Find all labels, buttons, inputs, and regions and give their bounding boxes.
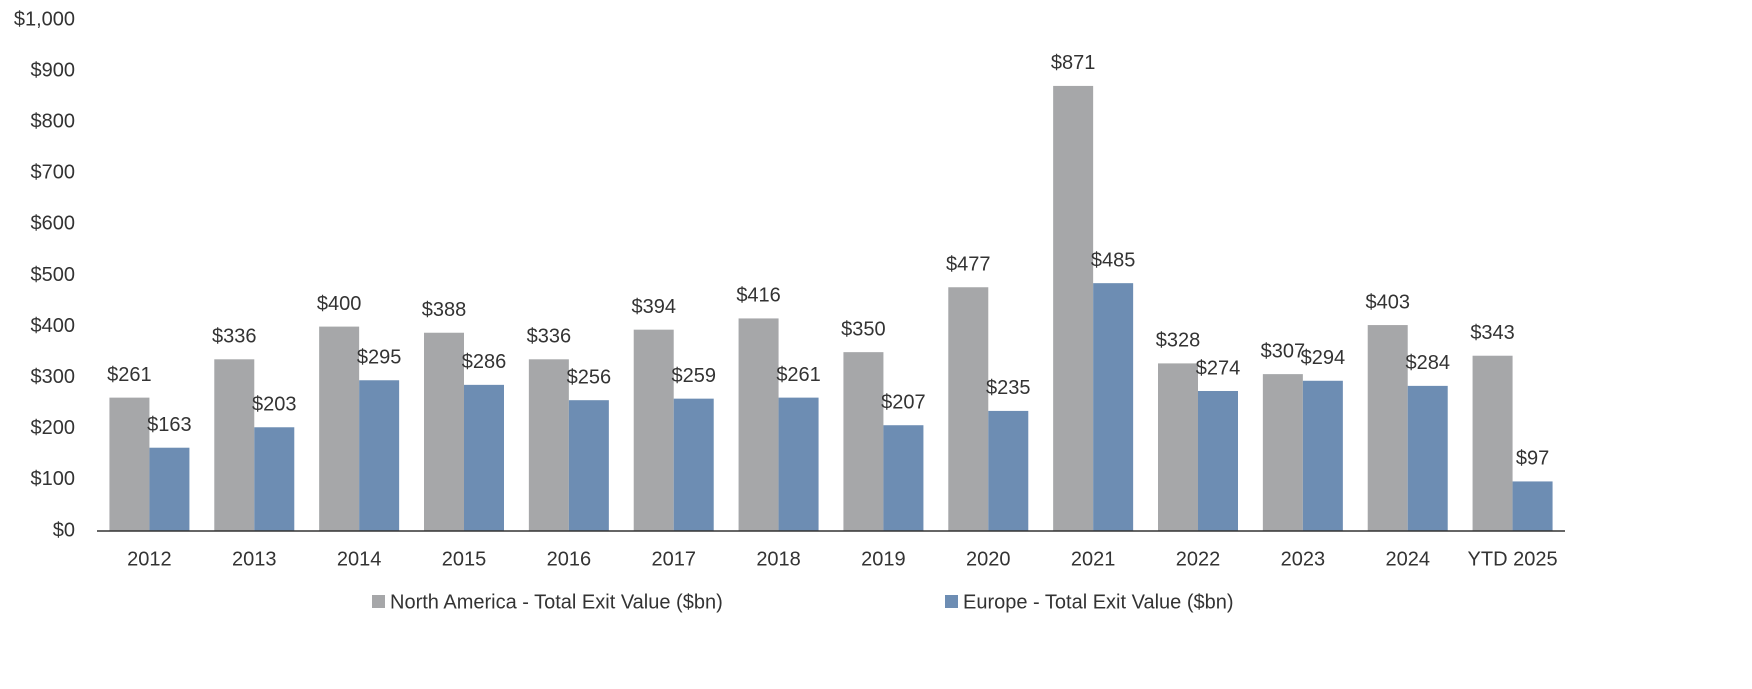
y-tick-label: $600 <box>31 213 76 235</box>
legend-label: Europe - Total Exit Value ($bn) <box>963 591 1234 613</box>
x-tick-label: 2013 <box>232 548 277 570</box>
bar <box>843 352 884 531</box>
data-label: $295 <box>357 347 402 369</box>
data-label: $394 <box>631 296 676 318</box>
y-tick-label: $100 <box>31 468 76 490</box>
data-label: $328 <box>1156 330 1201 352</box>
y-tick-label: $900 <box>31 59 76 81</box>
bar <box>1367 325 1408 531</box>
bar <box>633 329 674 531</box>
data-label: $256 <box>567 366 612 388</box>
bar <box>673 398 714 531</box>
bar <box>1198 390 1238 531</box>
data-label: $403 <box>1365 291 1410 313</box>
data-label: $235 <box>986 377 1031 399</box>
data-label: $343 <box>1470 322 1515 344</box>
data-label: $203 <box>252 394 297 416</box>
data-label: $97 <box>1516 448 1549 470</box>
bar <box>528 359 569 531</box>
bar <box>109 397 150 531</box>
data-label: $416 <box>736 285 781 307</box>
y-tick-label: $200 <box>31 417 76 439</box>
y-tick-label: $300 <box>31 366 76 388</box>
x-tick-label: 2016 <box>547 548 592 570</box>
bar <box>1158 363 1198 531</box>
bar <box>948 287 989 531</box>
data-label: $336 <box>212 326 257 348</box>
bar <box>738 318 779 531</box>
legend-label: North America - Total Exit Value ($bn) <box>390 591 723 613</box>
bar <box>988 410 1029 531</box>
legend-swatch <box>372 595 385 608</box>
data-label: $307 <box>1261 340 1306 362</box>
data-label: $259 <box>671 365 716 387</box>
x-tick-label: YTD 2025 <box>1468 548 1558 570</box>
x-tick-label: 2020 <box>966 548 1011 570</box>
x-tick-label: 2019 <box>861 548 906 570</box>
x-tick-label: 2024 <box>1385 548 1430 570</box>
x-tick-label: 2022 <box>1176 548 1221 570</box>
data-label: $286 <box>462 351 507 373</box>
data-label: $336 <box>527 326 572 348</box>
bar <box>359 380 400 531</box>
bar <box>883 425 924 531</box>
bar <box>1053 85 1094 531</box>
data-label: $485 <box>1091 249 1136 271</box>
bar <box>1512 481 1553 531</box>
y-tick-label: $1,000 <box>14 8 75 30</box>
bar <box>1093 283 1134 531</box>
data-label: $274 <box>1196 357 1241 379</box>
bar <box>424 332 464 531</box>
y-tick-label: $500 <box>31 264 76 286</box>
x-tick-label: 2015 <box>442 548 487 570</box>
bar <box>778 397 819 531</box>
x-tick-label: 2014 <box>337 548 382 570</box>
x-tick-label: 2018 <box>756 548 801 570</box>
data-label: $207 <box>881 392 926 414</box>
y-tick-label: $800 <box>31 110 76 132</box>
y-tick-label: $700 <box>31 162 76 184</box>
x-tick-label: 2023 <box>1281 548 1326 570</box>
bar <box>149 447 190 531</box>
bar <box>214 359 255 531</box>
data-label: $284 <box>1405 352 1450 374</box>
data-label: $261 <box>776 364 821 386</box>
legend-swatch <box>945 595 958 608</box>
y-tick-label: $400 <box>31 315 76 337</box>
bar <box>1407 385 1448 531</box>
bar <box>1472 355 1513 531</box>
data-label: $477 <box>946 254 991 276</box>
data-label: $350 <box>841 318 886 340</box>
data-label: $294 <box>1301 347 1346 369</box>
bar <box>464 384 504 531</box>
bar <box>319 326 360 531</box>
bar <box>1262 374 1303 531</box>
bar <box>1302 380 1343 531</box>
x-tick-label: 2021 <box>1071 548 1116 570</box>
data-label: $163 <box>147 414 192 436</box>
data-label: $261 <box>107 364 152 386</box>
data-label: $388 <box>422 299 467 321</box>
bar <box>254 427 295 531</box>
y-tick-label: $0 <box>53 519 75 541</box>
x-tick-label: 2017 <box>651 548 696 570</box>
x-tick-label: 2012 <box>127 548 172 570</box>
bar <box>568 400 609 531</box>
data-label: $871 <box>1051 52 1096 74</box>
data-label: $400 <box>317 293 362 315</box>
